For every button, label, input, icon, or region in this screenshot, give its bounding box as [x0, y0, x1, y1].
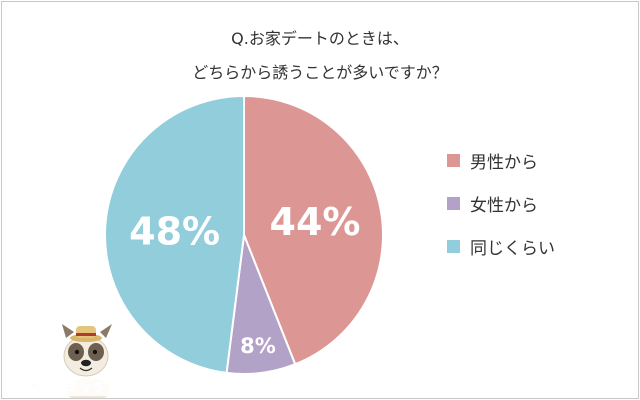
- legend-item-female: 女性から: [447, 191, 555, 216]
- legend-item-equal: 同じくらい: [447, 234, 555, 259]
- legend-label-equal: 同じくらい: [470, 238, 555, 259]
- legend-swatch-male: [447, 153, 460, 167]
- legend-swatch-equal: [447, 239, 460, 253]
- chart-title: Q.お家デートのときは、 どちらから誘うことが多いですか？: [0, 22, 640, 90]
- legend-swatch-female: [447, 196, 460, 210]
- mecha-comic-logo: めちゃコミック: [10, 324, 116, 398]
- legend-item-male: 男性から: [447, 148, 555, 173]
- slice-label-equal: 48%: [129, 209, 220, 253]
- slice-label-female: 8%: [240, 334, 276, 358]
- legend-label-male: 男性から: [470, 152, 538, 173]
- logo-wordmark: めちゃコミック: [10, 378, 116, 396]
- chart-title-line-1: Q.お家デートのときは、: [231, 29, 409, 48]
- slice-label-male: 44%: [270, 200, 361, 244]
- pie-slice-male: [243, 94, 384, 366]
- chart-legend: 男性から 女性から 同じくらい: [447, 148, 555, 277]
- legend-label-female: 女性から: [470, 195, 538, 216]
- chart-title-line-2: どちらから誘うことが多いですか？: [192, 63, 448, 82]
- pie-slice-equal: [104, 94, 245, 375]
- logo-text: めちゃコミック: [14, 381, 105, 396]
